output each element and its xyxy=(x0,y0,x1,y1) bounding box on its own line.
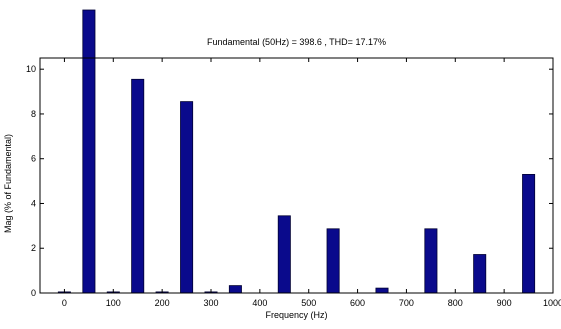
y-tick-label: 2 xyxy=(31,243,36,253)
bar-850hz xyxy=(473,254,487,294)
x-tick-label: 100 xyxy=(106,298,121,308)
y-tick-label: 4 xyxy=(31,198,36,208)
bar-250hz xyxy=(180,101,194,294)
axes-box xyxy=(39,57,554,294)
x-tick-label: 800 xyxy=(448,298,463,308)
x-tick-label: 0 xyxy=(62,298,67,308)
bar-650hz xyxy=(375,287,389,294)
x-tick-label: 900 xyxy=(497,298,512,308)
x-tick-label: 600 xyxy=(350,298,365,308)
bar-450hz xyxy=(277,215,291,294)
y-tick-label: 10 xyxy=(26,64,36,74)
bar-50hz xyxy=(82,9,96,294)
bar-150hz xyxy=(131,78,145,294)
y-axis-label: Mag (% of Fundamental) xyxy=(3,134,13,233)
x-axis-label: Frequency (Hz) xyxy=(265,310,327,320)
bar-350hz xyxy=(228,285,242,294)
x-tick-label: 400 xyxy=(252,298,267,308)
bar-750hz xyxy=(424,228,438,294)
bar-950hz xyxy=(522,173,536,294)
x-tick-label: 500 xyxy=(301,298,316,308)
bars-group xyxy=(57,9,536,294)
chart-title: Fundamental (50Hz) = 398.6 , THD= 17.17% xyxy=(207,37,386,47)
bar-550hz xyxy=(326,228,340,294)
x-tick-label: 300 xyxy=(203,298,218,308)
x-tick-label: 200 xyxy=(155,298,170,308)
y-tick-label: 8 xyxy=(31,109,36,119)
y-tick-label: 6 xyxy=(31,154,36,164)
x-tick-label: 1000 xyxy=(543,298,561,308)
x-tick-label: 700 xyxy=(399,298,414,308)
y-tick-label: 0 xyxy=(31,288,36,298)
